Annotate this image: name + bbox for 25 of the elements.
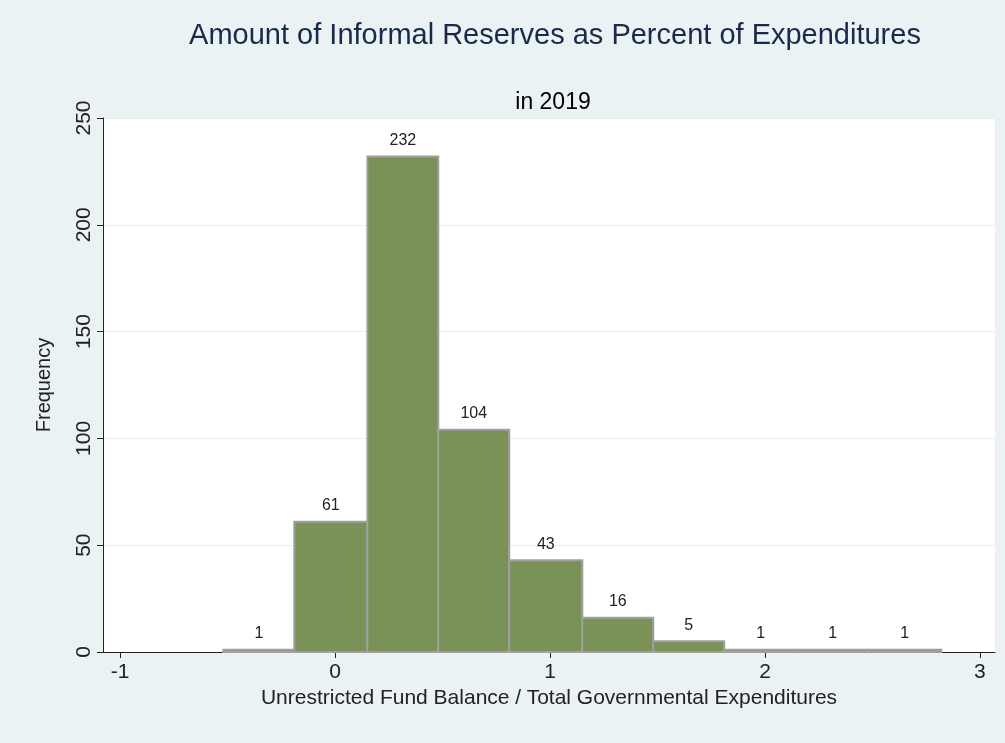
y-tick-label: 250 (71, 100, 94, 136)
x-tick-label: 2 (759, 659, 771, 682)
data-label: 104 (460, 404, 488, 422)
y-tick-label: 50 (71, 533, 94, 557)
x-tick-label: 0 (329, 659, 341, 682)
data-label: 61 (321, 496, 340, 514)
x-tick-label: -1 (110, 659, 130, 682)
x-tick-label: 1 (544, 659, 556, 682)
data-label: 1 (900, 624, 910, 642)
data-label: 232 (389, 130, 417, 148)
data-label: 1 (828, 624, 838, 642)
data-label: 1 (254, 624, 264, 642)
y-tick-label: 100 (71, 420, 94, 456)
x-tick-label: 3 (974, 659, 986, 682)
data-label: 43 (536, 534, 555, 552)
chart-subtitle: in 2019 (515, 87, 591, 114)
x-axis-title: Unrestricted Fund Balance / Total Governmental Expenditures (260, 684, 838, 708)
data-label: 16 (608, 592, 627, 610)
data-label: 5 (684, 615, 694, 633)
y-tick-label: 200 (71, 207, 94, 243)
y-tick-label: 150 (71, 314, 94, 350)
y-tick-label: 0 (71, 646, 94, 658)
y-axis-title: Frequency (32, 337, 54, 433)
data-label: 1 (756, 624, 766, 642)
chart-title: Amount of Informal Reserves as Percent of Expenditures (189, 17, 921, 50)
